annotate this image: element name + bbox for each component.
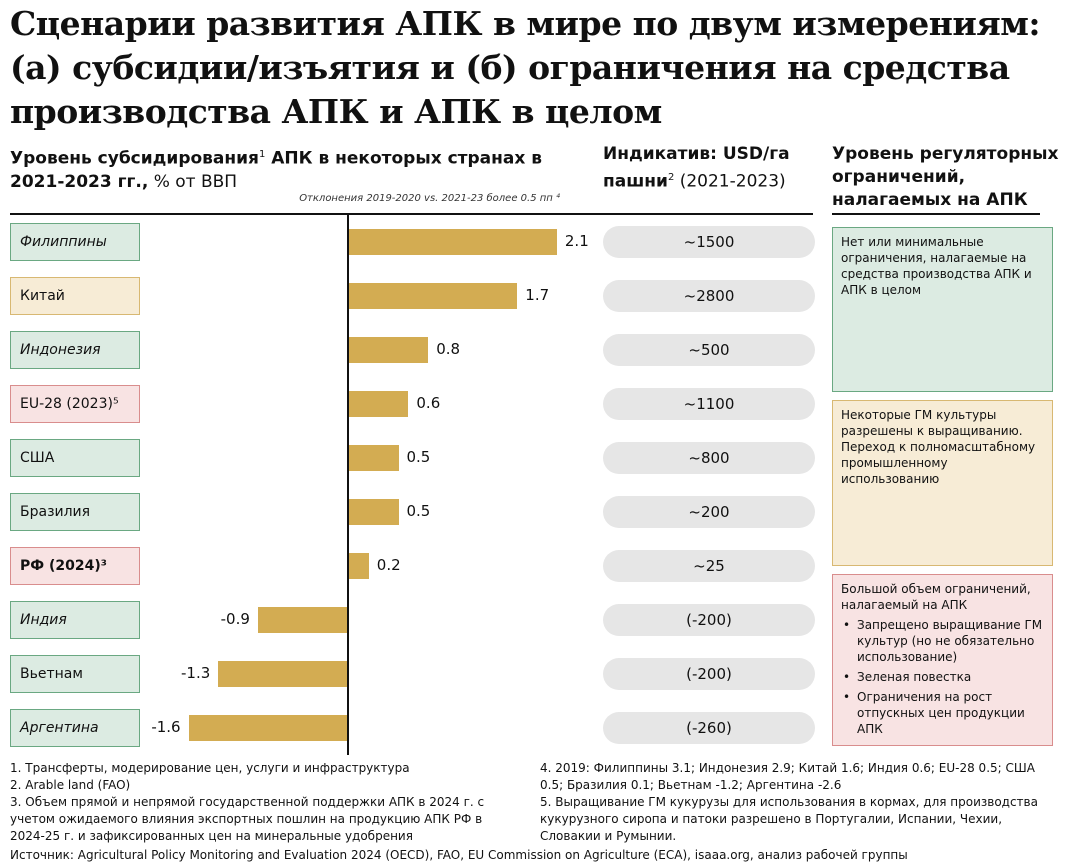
indicative-value: (-200)	[603, 604, 815, 636]
list-item: Ограничения на рост отпускных цен продук…	[841, 689, 1044, 737]
indicative-value: (-200)	[603, 658, 815, 690]
footnote: 5. Выращивание ГМ кукурузы для использов…	[540, 795, 1038, 843]
panel-major-restrictions: Большой объем ограничений, налагаемый на…	[832, 574, 1053, 746]
footnotes-left: 1. Трансферты, модерирование цен, услуги…	[10, 760, 510, 845]
divider	[10, 213, 813, 215]
indicative-value: ~1100	[603, 388, 815, 420]
value-label: 2.1	[564, 232, 589, 250]
value-label: -1.6	[151, 718, 181, 736]
bar	[349, 337, 429, 363]
restriction-list: Запрещено выращивание ГМ культур (но не …	[841, 617, 1044, 737]
category-label: Бразилия	[10, 493, 140, 531]
bar	[218, 661, 347, 687]
source: Источник: Agricultural Policy Monitoring…	[10, 848, 908, 862]
indicative-header-bold: Индикатив: USD/га пашни	[603, 144, 790, 192]
footnote-ref: 2	[667, 172, 675, 183]
footnotes-right: 4. 2019: Филиппины 3.1; Индонезия 2.9; К…	[540, 760, 1060, 845]
indicative-value: (-260)	[603, 712, 815, 744]
bar	[349, 553, 369, 579]
panel-minimal-restrictions: Нет или минимальные ограничения, налагае…	[832, 227, 1053, 392]
indicative-value: ~1500	[603, 226, 815, 258]
category-label: Филиппины	[10, 223, 140, 261]
list-item: Запрещено выращивание ГМ культур (но не …	[841, 617, 1044, 665]
indicative-header-period: (2021-2023)	[674, 171, 786, 192]
value-label: 0.8	[436, 340, 461, 358]
value-label: -1.3	[181, 664, 211, 682]
footnote: 1. Трансферты, модерирование цен, услуги…	[10, 761, 410, 775]
value-label: 0.6	[416, 394, 441, 412]
category-label: Вьетнам	[10, 655, 140, 693]
indicative-value: ~500	[603, 334, 815, 366]
list-item: Зеленая повестка	[841, 669, 1044, 685]
category-label: Индонезия	[10, 331, 140, 369]
divider	[832, 213, 1040, 215]
subsidy-header-bold2: АПК в некоторых странах в 2021-2023 гг.,	[10, 148, 543, 192]
bar	[349, 499, 399, 525]
footnote: 3. Объем прямой и непрямой государственн…	[10, 795, 485, 843]
panel-text: Некоторые ГМ культуры разрешены к выращи…	[841, 408, 1036, 486]
category-label: США	[10, 439, 140, 477]
subsidy-header: Уровень субсидирования1 АПК в некоторых …	[10, 143, 600, 194]
panel-text: Нет или минимальные ограничения, налагае…	[841, 235, 1032, 297]
indicative-value: ~200	[603, 496, 815, 528]
category-label: РФ (2024)³	[10, 547, 140, 585]
bar	[349, 283, 518, 309]
category-label: Аргентина	[10, 709, 140, 747]
category-label: EU-28 (2023)⁵	[10, 385, 140, 423]
deviation-note: Отклонения 2019-2020 vs. 2021-23 более 0…	[299, 193, 560, 204]
zero-axis	[347, 215, 349, 755]
indicative-value: ~2800	[603, 280, 815, 312]
panel-some-gm-allowed: Некоторые ГМ культуры разрешены к выращи…	[832, 400, 1053, 566]
indicative-value: ~800	[603, 442, 815, 474]
bar	[349, 391, 409, 417]
value-label: 0.2	[376, 556, 401, 574]
value-label: 0.5	[406, 502, 431, 520]
value-label: 1.7	[525, 286, 550, 304]
value-label: -0.9	[220, 610, 250, 628]
subsidy-header-bold: Уровень субсидирования	[10, 148, 259, 169]
bar	[349, 229, 557, 255]
value-label: 0.5	[406, 448, 431, 466]
indicative-value: ~25	[603, 550, 815, 582]
category-label: Индия	[10, 601, 140, 639]
regulatory-header: Уровень регуляторных ограничений, налага…	[832, 144, 1059, 210]
category-label: Китай	[10, 277, 140, 315]
footnote: 4. 2019: Филиппины 3.1; Индонезия 2.9; К…	[540, 761, 1035, 792]
footnote-ref: 1	[258, 149, 266, 160]
subsidy-header-unit: % от ВВП	[148, 171, 238, 192]
page-title: Сценарии развития АПК в мире по двум изм…	[10, 4, 1041, 131]
bar	[349, 445, 399, 471]
panel-text: Большой объем ограничений, налагаемый на…	[841, 582, 1031, 612]
footnote: 2. Arable land (FAO)	[10, 778, 131, 792]
bar	[257, 607, 347, 633]
bar	[188, 715, 347, 741]
indicative-header: Индикатив: USD/га пашни2 (2021-2023)	[603, 143, 818, 194]
